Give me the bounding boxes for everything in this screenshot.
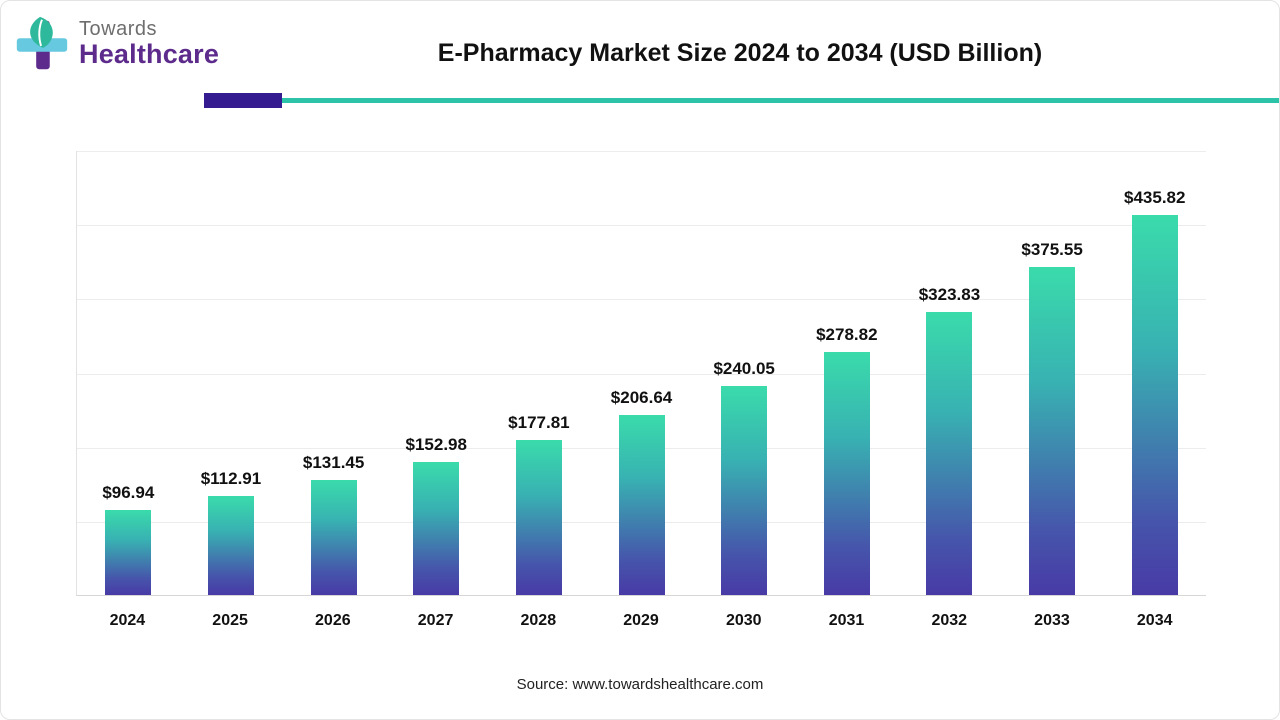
logo-text-healthcare: Healthcare <box>79 39 220 70</box>
x-axis-label: 2024 <box>109 612 146 629</box>
logo-text: Towards Healthcare <box>79 18 220 70</box>
bar-value-label: $206.64 <box>610 388 673 407</box>
bar-group: $177.81 <box>488 151 591 595</box>
x-axis-label: 2030 <box>725 612 762 629</box>
bar <box>1029 267 1076 595</box>
bar-value-label: $131.45 <box>302 453 365 472</box>
x-axis-label: 2029 <box>623 612 659 629</box>
x-axis-label: 2026 <box>315 612 351 629</box>
logo-text-towards: Towards <box>79 18 157 41</box>
divider <box>1 93 1279 109</box>
x-axis-label: 2032 <box>931 612 968 629</box>
bar-value-label: $96.94 <box>102 483 155 502</box>
divider-line <box>282 98 1279 103</box>
bar-group: $278.82 <box>795 151 898 595</box>
bar-group: $96.94 <box>77 151 180 595</box>
bar-group: $240.05 <box>693 151 796 595</box>
source-text: Source: www.towardshealthcare.com <box>516 676 764 693</box>
bar-group: $131.45 <box>282 151 385 595</box>
bar-value-label: $323.83 <box>918 285 981 304</box>
bars: $96.94 $112.91 $131.45 $152.98 $177.81 $206.6… <box>77 151 1206 595</box>
x-axis-label: 2028 <box>520 612 557 629</box>
bar-value-label: $152.98 <box>405 435 467 454</box>
gridline <box>77 225 1206 227</box>
bar-group: $206.64 <box>590 151 693 595</box>
logo-icon <box>16 16 68 70</box>
bar <box>823 352 870 595</box>
x-axis-label: 2027 <box>417 612 454 629</box>
page-title: E-Pharmacy Market Size 2024 to 2034 (USD… <box>437 39 1043 67</box>
plot-area: $96.94 $112.91 $131.45 $152.98 $177.81 $206.6… <box>76 151 1206 596</box>
bar-value-label: $375.55 <box>1021 240 1083 259</box>
bar-value-label: $278.82 <box>816 325 878 344</box>
bar-group: $323.83 <box>898 151 1001 595</box>
x-axis-label: 2034 <box>1136 612 1173 629</box>
bar-group: $375.55 <box>1001 151 1104 595</box>
bar-value-label: $240.05 <box>713 359 775 378</box>
bar-group: $435.82 <box>1103 151 1206 595</box>
bar <box>721 386 768 595</box>
bar <box>207 496 254 595</box>
bar-value-label: $435.82 <box>1124 188 1186 207</box>
bar <box>310 480 357 595</box>
x-axis: 2024 2025 2026 2027 2028 2029 2030 2031 2032 2033… <box>76 612 1206 630</box>
bar <box>618 415 665 595</box>
bar <box>1131 215 1178 595</box>
bar-group: $152.98 <box>385 151 488 595</box>
bar-value-label: $177.81 <box>508 413 570 432</box>
gridline <box>77 373 1206 375</box>
chart-area: $96.94 $112.91 $131.45 $152.98 $177.81 $206.6… <box>76 151 1206 631</box>
bar <box>515 440 562 595</box>
gridline <box>77 299 1206 301</box>
logo: Towards Healthcare <box>11 13 219 75</box>
bar <box>413 462 460 595</box>
bar <box>926 312 973 595</box>
x-axis-label: 2033 <box>1034 612 1070 629</box>
gridline <box>77 151 1206 152</box>
bar-group: $112.91 <box>180 151 283 595</box>
x-axis-label: 2031 <box>828 612 865 629</box>
bar-value-label: $112.91 <box>200 469 262 488</box>
divider-accent-block <box>204 93 282 108</box>
bar <box>105 510 152 595</box>
header: Towards Healthcare E-Pharmacy Market Siz… <box>1 1 1279 93</box>
x-axis-label: 2025 <box>212 612 248 629</box>
